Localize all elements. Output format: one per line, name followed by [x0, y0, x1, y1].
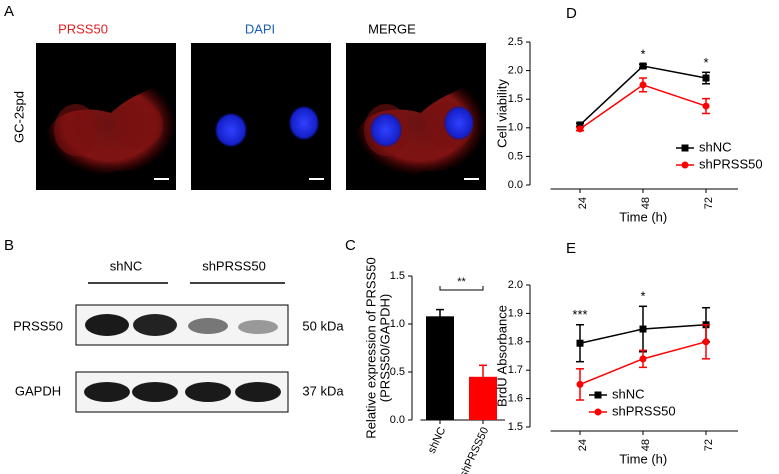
panel-letter: E: [566, 240, 576, 257]
y-tick-label: 1.0: [390, 318, 405, 330]
marker: [702, 338, 710, 346]
y-axis-label: Relative expression of PRSS50: [363, 257, 378, 438]
x-tick-label: 72: [703, 197, 715, 209]
channel-label: PRSS50: [58, 21, 108, 36]
y-axis-label: (PRSS50/GAPDH): [377, 294, 392, 402]
x-axis-label: Time (h): [619, 451, 667, 466]
bar: [469, 376, 497, 420]
channel-label: MERGE: [368, 21, 416, 36]
marker: [702, 74, 710, 82]
marker: [702, 102, 710, 110]
size-label: 37 kDa: [302, 383, 344, 398]
group-label: shNC: [110, 258, 143, 273]
legend-label: shNC: [699, 139, 732, 154]
significance: **: [457, 276, 466, 288]
marker: [576, 121, 584, 129]
y-tick-label: 1.8: [508, 336, 523, 348]
panel-letter: D: [566, 5, 577, 22]
y-tick-label: 1.6: [508, 393, 523, 405]
y-tick-label: 1.5: [508, 93, 523, 105]
y-axis-label: Cell viability: [494, 79, 509, 148]
x-tick-label: 48: [640, 439, 652, 451]
row-label: PRSS50: [13, 318, 63, 333]
significance-bracket: [439, 286, 484, 291]
marker: [639, 325, 647, 333]
blot: [75, 304, 289, 413]
marker: [594, 408, 602, 416]
marker: [594, 391, 602, 399]
row-label: GC-2spd: [11, 91, 26, 143]
marker: [681, 161, 689, 169]
legend-label: shPRSS50: [699, 156, 763, 171]
micrograph: [36, 43, 176, 190]
panel-letter: B: [4, 237, 14, 254]
significance: *: [640, 289, 645, 304]
y-tick-label: 0.5: [508, 150, 523, 162]
size-label: 50 kDa: [302, 318, 344, 333]
y-tick-label: 2.0: [508, 279, 523, 291]
marker: [576, 380, 584, 388]
marker: [681, 144, 689, 152]
y-tick-label: 1.5: [390, 270, 405, 282]
row-label: GAPDH: [15, 383, 61, 398]
bar: [426, 316, 454, 420]
marker: [639, 62, 647, 70]
y-tick-label: 1.7: [508, 364, 523, 376]
channel-label: DAPI: [245, 21, 275, 36]
y-tick-label: 1.9: [508, 307, 523, 319]
group-label: shPRSS50: [202, 258, 266, 273]
marker: [576, 125, 584, 133]
marker: [639, 81, 647, 89]
marker: [576, 339, 584, 347]
y-tick-label: 1.5: [508, 421, 523, 433]
panel-letter: A: [4, 3, 14, 20]
x-tick-label: 72: [703, 439, 715, 451]
x-tick-label: shNC: [426, 425, 449, 455]
legend-label: shPRSS50: [612, 403, 676, 418]
micrograph: [346, 43, 486, 190]
marker: [639, 355, 647, 363]
x-tick-label: 24: [577, 197, 589, 209]
significance: *: [703, 55, 708, 70]
micrograph: [191, 43, 331, 190]
x-axis-label: Time (h): [619, 209, 667, 224]
x-tick-label: 24: [577, 439, 589, 451]
y-axis-label: BrdU Absorbance: [494, 305, 509, 407]
x-tick-label: shPRSS50: [458, 425, 492, 474]
significance: ***: [572, 307, 587, 322]
y-tick-label: 1.0: [508, 122, 523, 134]
y-tick-label: 0.5: [390, 366, 405, 378]
y-tick-label: 2.5: [508, 36, 523, 48]
panel-letter: C: [345, 237, 356, 254]
legend-label: shNC: [612, 386, 645, 401]
y-tick-label: 2.0: [508, 65, 523, 77]
y-tick-label: 0.0: [390, 414, 405, 426]
x-tick-label: 48: [640, 197, 652, 209]
significance: *: [640, 47, 645, 62]
y-tick-label: 0.0: [508, 179, 523, 191]
